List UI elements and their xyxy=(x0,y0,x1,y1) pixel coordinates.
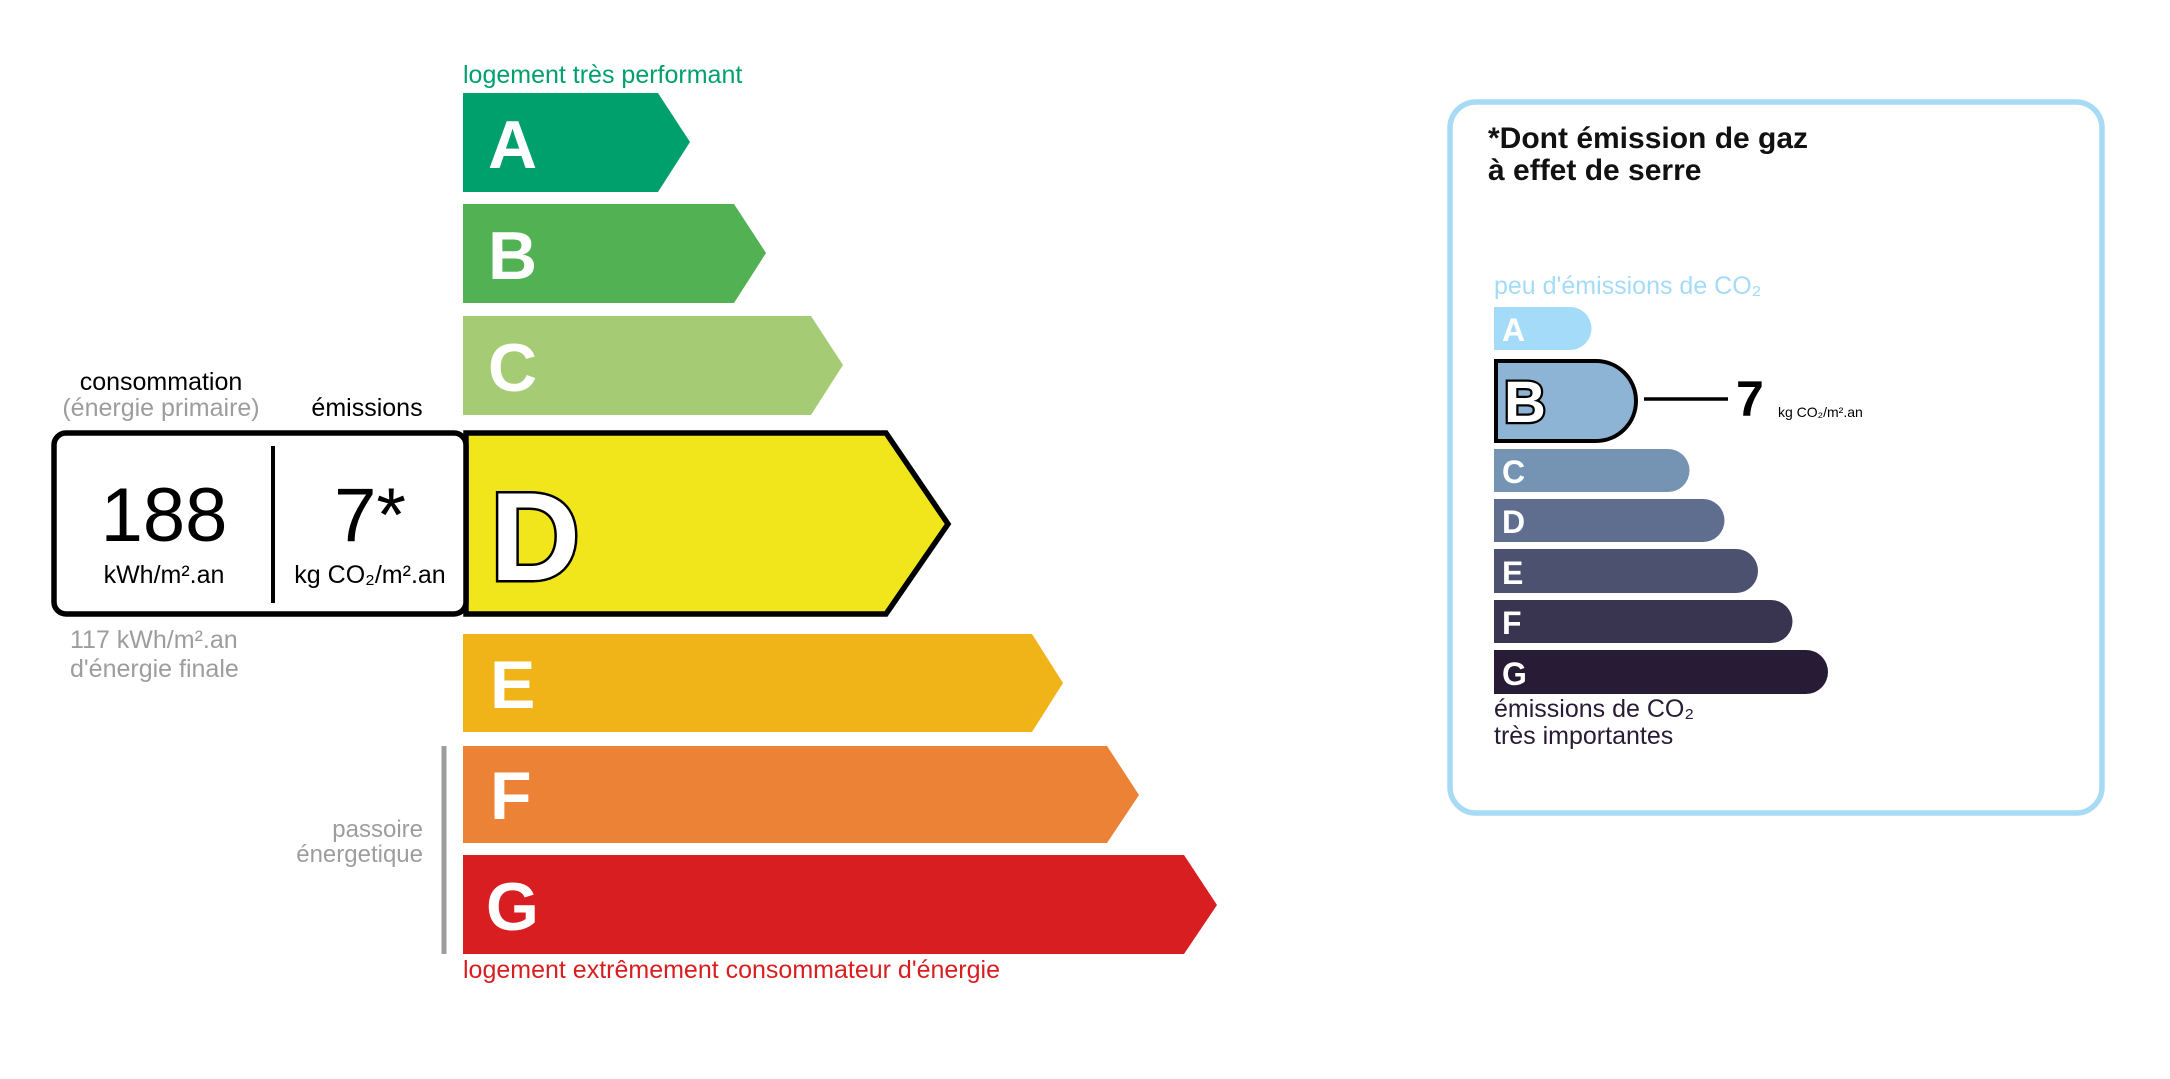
consumption-sub-label: (énergie primaire) xyxy=(62,394,260,422)
ges-top-label: peu d'émissions de CO₂ xyxy=(1494,272,1762,300)
ges-letter-b: B xyxy=(1504,370,1546,435)
energy-letter-d: D xyxy=(490,468,580,607)
energy-letter-b: B xyxy=(488,218,537,294)
ges-letter-e: E xyxy=(1502,555,1523,591)
energy-letter-a: A xyxy=(488,107,537,183)
energy-bar-c xyxy=(463,316,843,415)
final-energy-label: d'énergie finale xyxy=(70,655,239,683)
ges-letter-g: G xyxy=(1502,656,1527,692)
energy-bar-g xyxy=(463,855,1217,954)
energy-letter-f: F xyxy=(490,758,532,834)
ges-bottom-line1: émissions de CO₂ xyxy=(1494,695,1695,723)
ges-letter-d: D xyxy=(1502,504,1525,540)
ges-bar-c xyxy=(1494,449,1690,492)
energy-bar-b xyxy=(463,204,766,303)
ges-letter-c: C xyxy=(1502,454,1525,490)
ges-bar-g xyxy=(1494,650,1828,694)
emissions-label: émissions xyxy=(311,394,423,422)
ges-bar-d xyxy=(1494,499,1725,542)
ges-title-line1: *Dont émission de gaz xyxy=(1488,122,1809,155)
final-energy-value: 117 kWh/m².an xyxy=(70,626,238,654)
ges-title-line2: à effet de serre xyxy=(1488,154,1702,187)
ges-letter-f: F xyxy=(1502,605,1522,641)
ges-value: 7 xyxy=(1736,371,1764,427)
energy-top-label: logement très performant xyxy=(463,61,743,89)
ges-bar-b xyxy=(1494,359,1638,443)
ges-bottom-line2: très importantes xyxy=(1494,722,1674,750)
consumption-unit: kWh/m².an xyxy=(103,561,225,589)
passoire-label-1: passoire xyxy=(332,816,423,843)
energy-letter-g: G xyxy=(486,869,539,945)
ges-letter-a: A xyxy=(1502,312,1525,348)
consumption-value: 188 xyxy=(100,473,228,558)
passoire-label-2: énergetique xyxy=(296,841,423,868)
ges-bar-a xyxy=(1494,307,1592,350)
energy-bar-a xyxy=(463,93,690,192)
emissions-value: 7* xyxy=(334,473,406,558)
ges-unit: kg CO₂/m².an xyxy=(1778,404,1863,420)
energy-letter-e: E xyxy=(490,647,535,723)
ges-bar-f xyxy=(1494,600,1793,643)
energy-bottom-label: logement extrêmement consommateur d'éner… xyxy=(463,956,1000,984)
energy-letter-c: C xyxy=(488,330,537,406)
emissions-unit: kg CO₂/m².an xyxy=(294,561,446,589)
consumption-label: consommation xyxy=(79,368,243,396)
energy-bar-e xyxy=(463,634,1063,732)
current-values-box xyxy=(51,430,469,617)
energy-bar-f xyxy=(463,746,1139,843)
ges-bar-e xyxy=(1494,549,1758,593)
